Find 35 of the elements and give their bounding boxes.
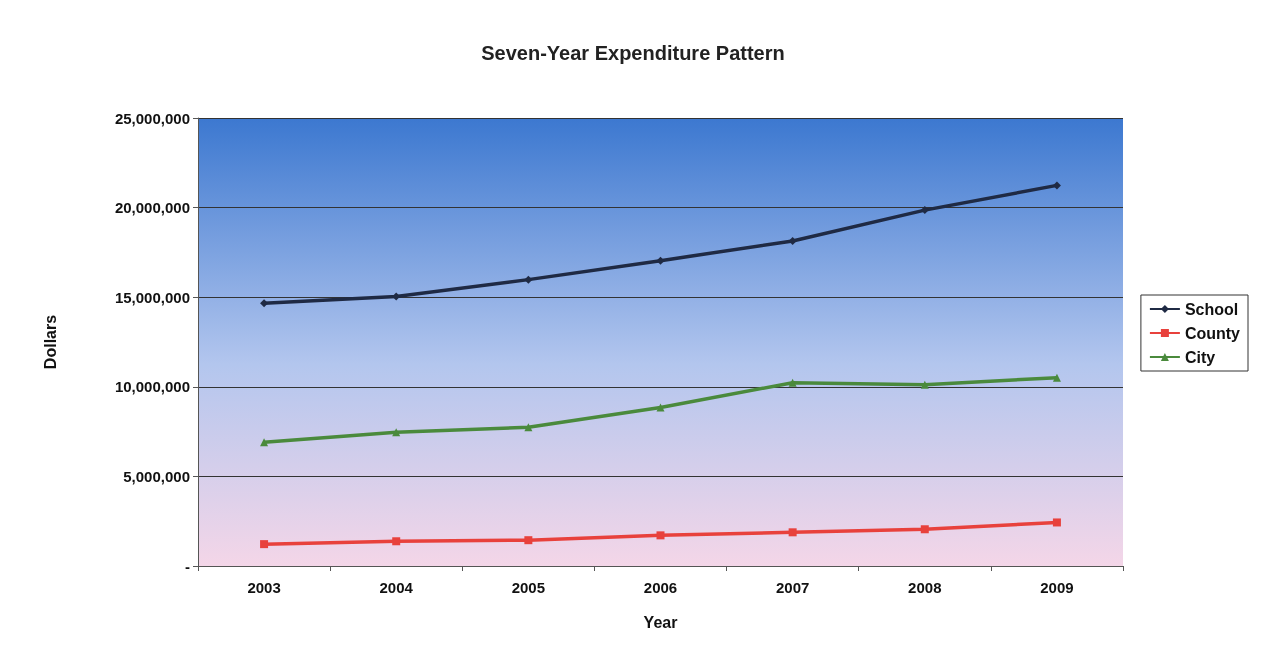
y-tick-label: 25,000,000 [114,109,190,127]
y-tick-label: 10,000,000 [114,378,190,396]
y-axis-title: Dollars [41,314,59,370]
point [524,275,533,284]
x-axis-title: Year [643,613,678,631]
point [656,403,665,412]
point [920,380,929,389]
point [788,236,797,245]
point [1052,518,1061,527]
y-tick-label: 20,000,000 [114,199,190,217]
legend-label: County [1184,324,1241,342]
point [260,540,269,549]
y-tick-label: 5,000,000 [123,467,190,485]
chart-title: Seven-Year Expenditure Pattern [481,42,785,64]
point [392,537,401,546]
point [1052,373,1061,382]
point [656,531,665,540]
legend-label: School [1184,300,1239,318]
point [1052,181,1061,190]
x-tick-label: 2005 [511,579,546,596]
x-tick-label: 2009 [1040,579,1074,596]
point [920,525,929,534]
legend-label: City [1184,348,1216,366]
x-tick-label: 2008 [908,579,942,596]
y-tick-label: 15,000,000 [114,288,190,306]
x-tick-label: 2006 [643,579,678,596]
x-tick-label: 2004 [379,579,414,596]
point [788,528,797,537]
point [788,378,797,387]
point [524,536,533,545]
point [260,438,269,447]
point [920,206,929,215]
x-tick-label: 2003 [247,579,281,596]
x-tick-label: 2007 [775,579,810,596]
y-tick-label: - [185,557,190,575]
